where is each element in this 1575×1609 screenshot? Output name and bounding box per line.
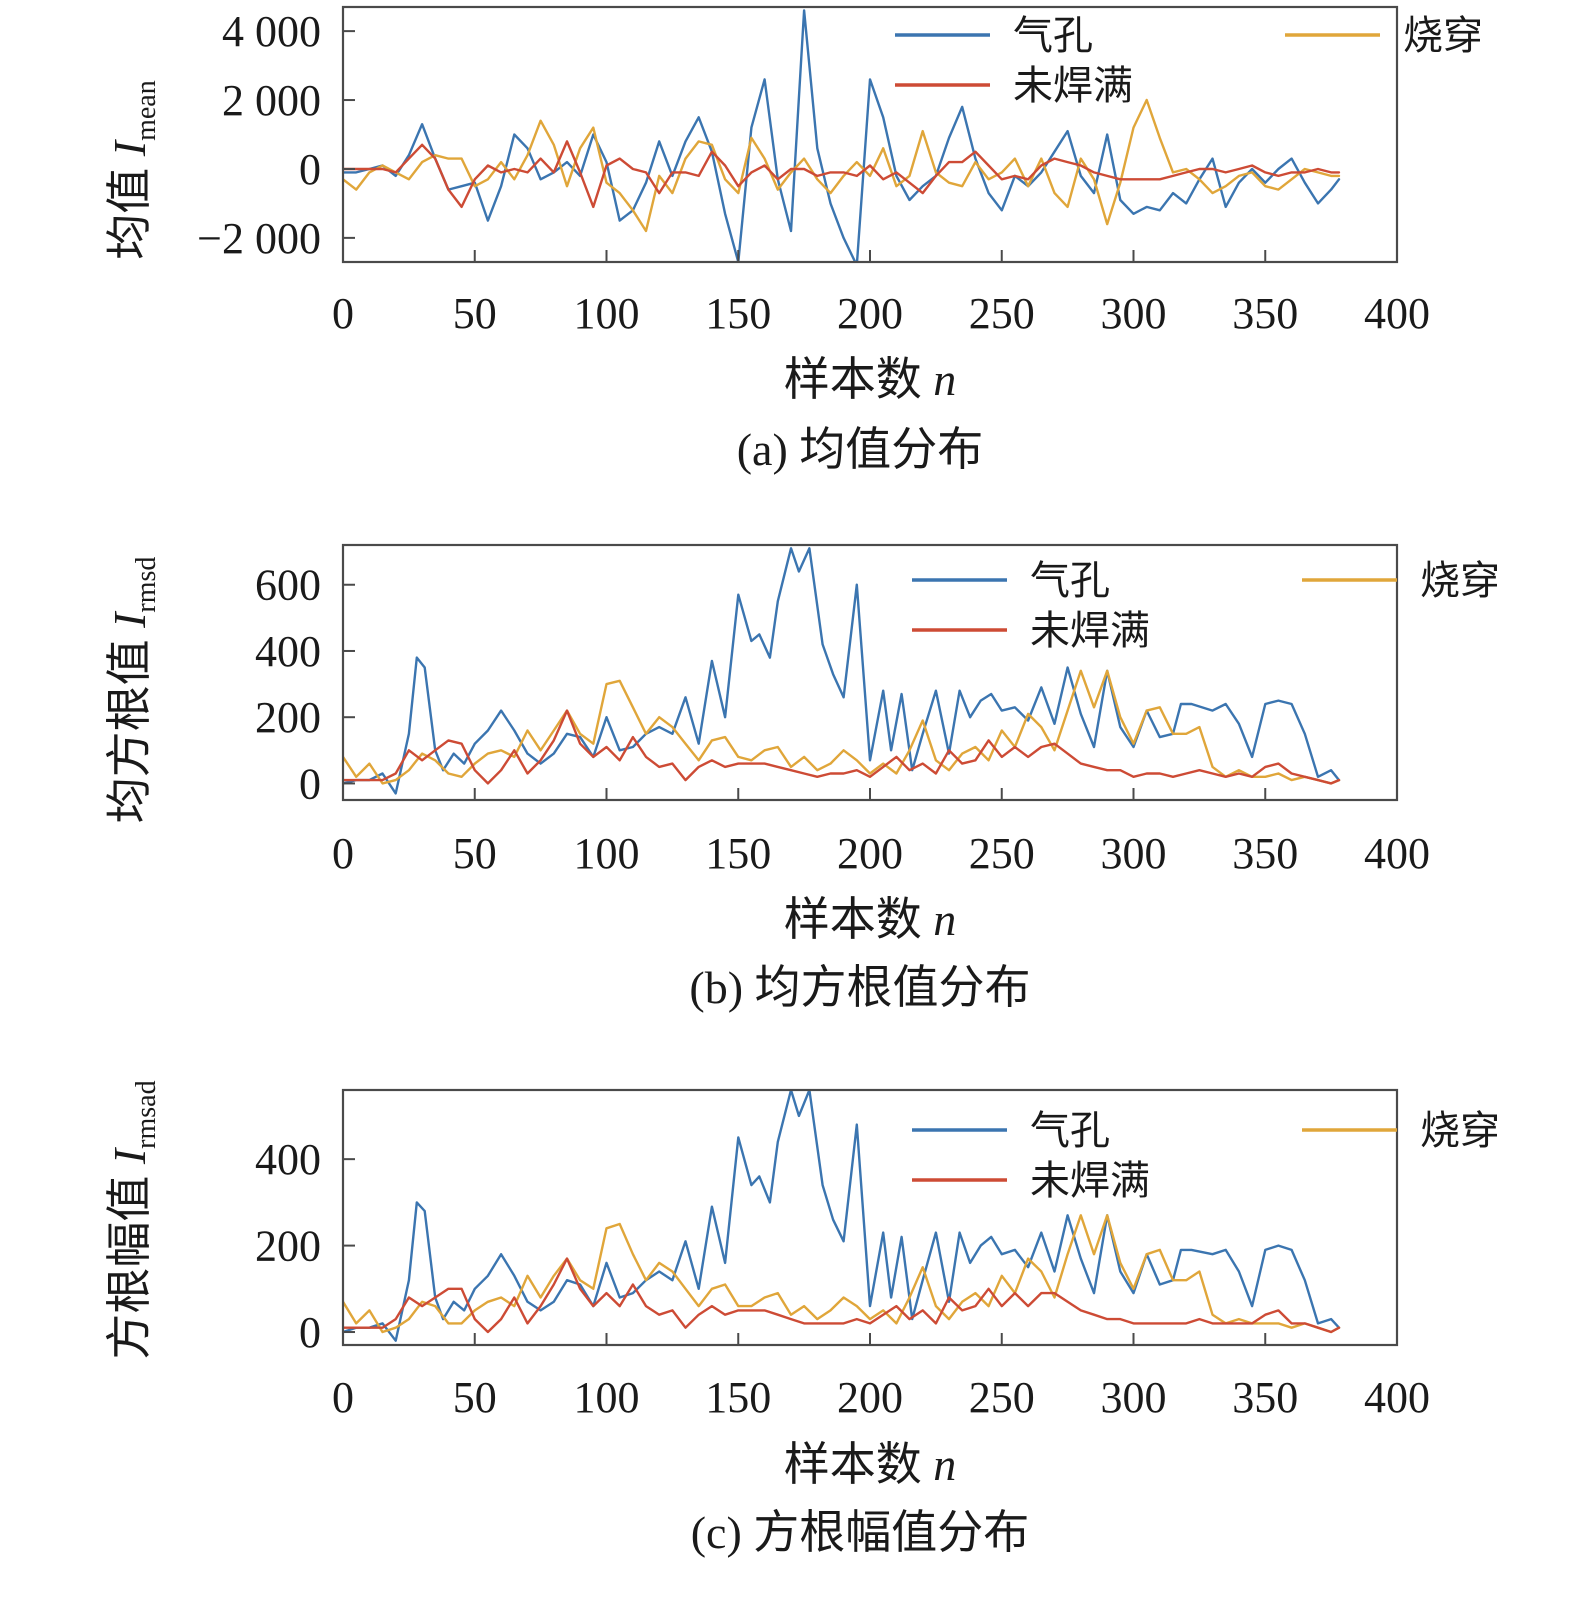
y-tick-label: −2 000: [197, 214, 321, 263]
chart-panel-c: 0 50 100 150 200 250 300 350 400 0 200 400 样本数 n 方根幅值…: [104, 1080, 1500, 1558]
y-axis-title: 方根幅值 Irmsad: [104, 1080, 162, 1359]
chart-caption: (a) 均值分布: [737, 424, 984, 475]
y-tick-label: 2 000: [222, 76, 321, 125]
y-axis-title-text: 均方根值: [104, 628, 155, 824]
series-line-weihanman: [343, 1257, 1341, 1334]
legend-label: 气孔: [1030, 558, 1110, 603]
y-tick-label: 200: [255, 693, 321, 742]
y-axis-title-var: I: [104, 138, 155, 157]
y-axis-title-text: 方根幅值: [104, 1164, 155, 1360]
y-tick-label: 0: [299, 145, 321, 194]
x-tick-label: 250: [969, 1373, 1035, 1422]
plot-frame: [341, 543, 1399, 802]
x-tick-label: 0: [332, 1373, 354, 1422]
x-tick-label: 150: [705, 289, 771, 338]
y-tick-label: 600: [255, 561, 321, 610]
legend-label: 烧穿: [1420, 1108, 1500, 1153]
x-tick-label: 400: [1364, 829, 1430, 878]
y-tick-label: 0: [299, 759, 321, 808]
x-tick-label: 400: [1364, 289, 1430, 338]
plot-frame: [341, 5, 1399, 264]
x-tick-label: 50: [453, 289, 497, 338]
x-axis-title: 样本数 n: [784, 894, 957, 945]
x-tick-label: 0: [332, 289, 354, 338]
chart-caption: (b) 均方根值分布: [689, 962, 1030, 1013]
y-axis-title-text: 均值: [104, 156, 155, 260]
legend-label: 烧穿: [1403, 13, 1483, 58]
x-tick-label: 250: [969, 829, 1035, 878]
legend-label: 烧穿: [1420, 558, 1500, 603]
x-tick-label: 350: [1232, 829, 1298, 878]
chart-caption: (c) 方根幅值分布: [691, 1507, 1030, 1558]
y-tick-label: 400: [255, 627, 321, 676]
x-tick-label: 200: [837, 289, 903, 338]
x-tick-label: 400: [1364, 1373, 1430, 1422]
series-line-qikong: [343, 547, 1341, 795]
x-tick-label: 350: [1232, 1373, 1298, 1422]
x-tick-label: 50: [453, 829, 497, 878]
x-axis-title: 样本数 n: [784, 354, 957, 405]
series-line-qikong: [343, 9, 1341, 262]
x-tick-label: 150: [705, 1373, 771, 1422]
x-tick-label: 100: [574, 289, 640, 338]
x-tick-label: 300: [1101, 829, 1167, 878]
series-line-weihanman: [343, 709, 1341, 785]
x-axis-var: n: [933, 1439, 956, 1490]
x-tick-label: 100: [574, 1373, 640, 1422]
x-tick-label: 100: [574, 829, 640, 878]
legend-label: 气孔: [1013, 13, 1093, 58]
legend-label: 未焊满: [1030, 608, 1150, 653]
y-axis-title: 均值 Imean: [104, 80, 162, 259]
x-tick-label: 200: [837, 829, 903, 878]
series-line-shaochuan: [343, 669, 1341, 785]
y-tick-label: 4 000: [222, 7, 321, 56]
x-tick-label: 50: [453, 1373, 497, 1422]
x-tick-label: 0: [332, 829, 354, 878]
x-tick-label: 350: [1232, 289, 1298, 338]
series-line-shaochuan: [343, 98, 1341, 233]
x-tick-label: 150: [705, 829, 771, 878]
y-axis-title-subscript: rmsd: [131, 557, 162, 613]
legend-label: 未焊满: [1030, 1158, 1150, 1203]
y-axis-title-var: I: [104, 1146, 155, 1165]
chart-panel-b: 0 50 100 150 200 250 300 350 400 0 200 400 600 样本数 n 均…: [104, 543, 1500, 1013]
y-axis-title-subscript: rmsad: [131, 1080, 162, 1148]
y-axis-title-var: I: [104, 610, 155, 629]
series-line-shaochuan: [343, 1214, 1341, 1334]
x-tick-label: 200: [837, 1373, 903, 1422]
legend-label: 气孔: [1030, 1108, 1110, 1153]
x-tick-label: 300: [1101, 289, 1167, 338]
x-axis-title: 样本数 n: [784, 1439, 957, 1490]
y-tick-label: 400: [255, 1135, 321, 1184]
y-axis-title-subscript: mean: [131, 80, 162, 141]
x-tick-label: 250: [969, 289, 1035, 338]
series-line-weihanman: [343, 140, 1341, 209]
legend-label: 未焊满: [1013, 63, 1133, 108]
x-tick-label: 300: [1101, 1373, 1167, 1422]
y-axis-title: 均方根值 Irmsd: [104, 557, 162, 824]
x-axis-var: n: [933, 894, 956, 945]
y-tick-label: 200: [255, 1222, 321, 1271]
y-tick-label: 0: [299, 1308, 321, 1357]
series-line-qikong: [343, 1090, 1341, 1342]
x-axis-var: n: [933, 354, 956, 405]
